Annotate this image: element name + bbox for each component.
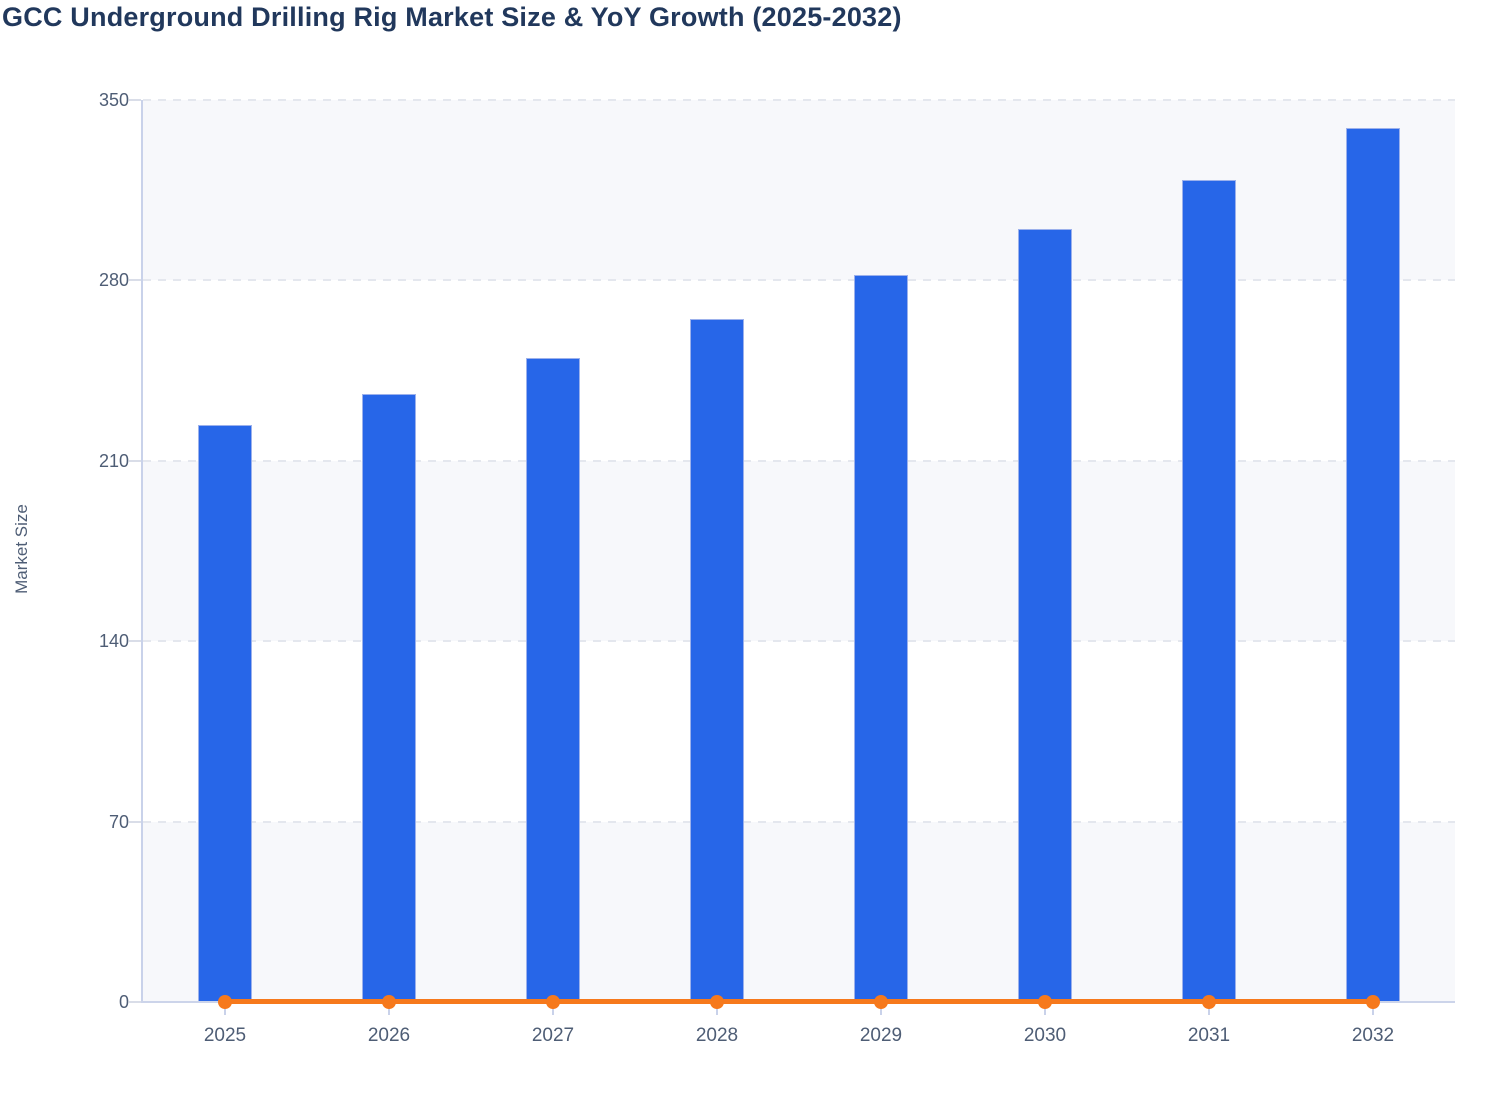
y-axis-tick <box>129 459 141 462</box>
gridline-y-140 <box>143 640 1455 643</box>
y-axis-tick-label: 70 <box>108 811 129 832</box>
yoy-marker-2028[interactable] <box>710 995 724 1009</box>
plot-area: 0 70 140 210 280 350 2025 2026 2027 2028 2029 2030 2… <box>99 91 1455 1046</box>
yoy-marker-2029[interactable] <box>874 995 888 1009</box>
y-axis-line <box>141 100 143 1002</box>
yoy-marker-2027[interactable] <box>546 995 560 1009</box>
yoy-growth-line <box>225 999 1373 1004</box>
background-band <box>143 821 1455 1002</box>
yoy-marker-2026[interactable] <box>382 995 396 1009</box>
y-axis-tick-label: 350 <box>98 90 129 110</box>
y-axis-tick-label: 210 <box>98 450 129 471</box>
yoy-marker-2030[interactable] <box>1038 995 1052 1009</box>
bar-2029[interactable] <box>854 275 908 1002</box>
x-axis-tick-label: 2027 <box>531 1025 575 1046</box>
background-band <box>143 100 1455 281</box>
x-axis-tick-label: 2030 <box>1023 1025 1067 1046</box>
yoy-marker-2031[interactable] <box>1202 995 1216 1009</box>
y-axis-tick <box>129 1001 141 1003</box>
y-axis-tick-label: 280 <box>98 270 129 291</box>
background-band <box>143 460 1455 642</box>
gridline-y-350 <box>143 99 1455 101</box>
bar-2026[interactable] <box>362 393 416 1002</box>
x-axis-tick-label: 2031 <box>1187 1025 1231 1046</box>
x-axis-tick-label: 2029 <box>859 1025 903 1046</box>
gridline-y-210 <box>143 459 1455 462</box>
background-band <box>143 641 1455 822</box>
yoy-marker-2025[interactable] <box>218 995 232 1009</box>
bar-2030[interactable] <box>1018 228 1072 1002</box>
yoy-marker-2032[interactable] <box>1366 995 1380 1009</box>
bar-2028[interactable] <box>690 319 744 1002</box>
x-axis-tick-label: 2028 <box>695 1025 739 1046</box>
gridline-y-70 <box>143 820 1455 823</box>
bar-2025[interactable] <box>198 424 252 1002</box>
gridline-y-280 <box>143 279 1455 282</box>
background-band <box>143 280 1455 461</box>
y-axis-tick <box>129 640 141 643</box>
y-axis-tick <box>129 99 141 101</box>
chart-title: GCC Underground Drilling Rig Market Size… <box>2 2 902 32</box>
x-axis-tick-label: 2026 <box>367 1025 411 1046</box>
bar-2032[interactable] <box>1346 128 1400 1002</box>
bar-2031[interactable] <box>1182 179 1236 1002</box>
x-axis-tick-label: 2025 <box>203 1025 247 1046</box>
bar-2027[interactable] <box>526 357 580 1002</box>
x-axis-tick-label: 2032 <box>1351 1025 1395 1046</box>
y-axis-tick-label: 0 <box>118 992 129 1012</box>
y-axis-tick-label: 140 <box>98 631 129 652</box>
y-axis-title: Market Size <box>12 504 31 594</box>
y-axis-tick <box>129 279 141 282</box>
y-axis-tick <box>129 820 141 823</box>
